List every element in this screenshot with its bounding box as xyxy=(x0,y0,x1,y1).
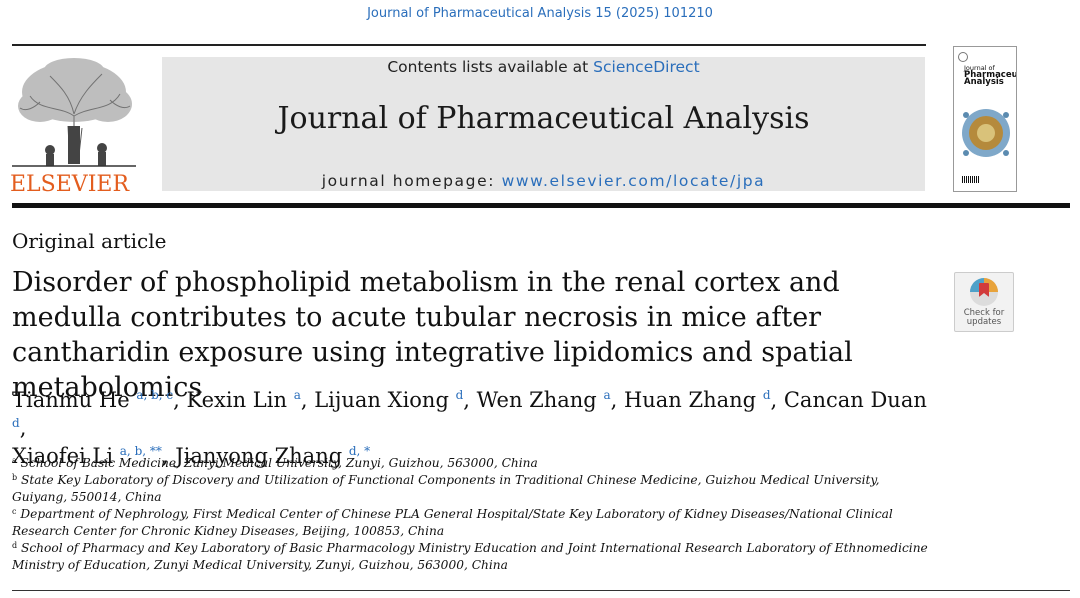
running-head[interactable]: Journal of Pharmaceutical Analysis 15 (2… xyxy=(367,6,713,21)
author-affil-sup[interactable]: a, b, ** xyxy=(119,444,162,458)
check-for-updates-button[interactable]: Check for updates xyxy=(954,272,1014,332)
cover-title: Journal of Pharmaceutical Analysis xyxy=(964,64,1016,87)
author[interactable]: Tianmu He a, b, c xyxy=(12,388,173,412)
author[interactable]: Jianyong Zhang d, * xyxy=(175,444,370,468)
article-type: Original article xyxy=(12,229,167,253)
header-rule xyxy=(12,44,926,46)
journal-cover[interactable]: Journal of Pharmaceutical Analysis xyxy=(953,46,1017,192)
author-name: Wen Zhang xyxy=(476,388,597,412)
elsevier-tree-logo[interactable] xyxy=(10,56,138,196)
cover-line-1: Journal of xyxy=(964,64,995,72)
check-updates-icon xyxy=(970,278,998,306)
elsevier-logo-text: ELSEVIER xyxy=(10,172,130,197)
author-list: Tianmu He a, b, c, Kexin Lin a, Lijuan X… xyxy=(12,388,927,468)
author-affil-sup[interactable]: d xyxy=(12,416,20,430)
affiliation-text: School of Basic Medicine, Zunyi Medical … xyxy=(20,456,538,470)
affiliation-text: Department of Nephrology, First Medical … xyxy=(12,507,893,538)
author[interactable]: Xiaofei Li a, b, ** xyxy=(12,444,162,468)
author-affil-sup[interactable]: a xyxy=(603,388,611,402)
cover-badge-icon xyxy=(958,52,968,62)
affiliation-key: b xyxy=(12,473,18,482)
affiliation-key: d xyxy=(12,541,18,550)
affiliation-text: State Key Laboratory of Discovery and Ut… xyxy=(12,473,880,504)
homepage-prefix: journal homepage: xyxy=(321,172,502,190)
cover-line-3: Analysis xyxy=(964,77,1004,87)
affiliation-key: a xyxy=(12,456,17,465)
homepage-link[interactable]: www.elsevier.com/locate/jpa xyxy=(501,172,766,190)
affiliation: c Department of Nephrology, First Medica… xyxy=(12,506,932,540)
author[interactable]: Kexin Lin a xyxy=(187,388,301,412)
author-name: Tianmu He xyxy=(12,388,130,412)
homepage-line: journal homepage: www.elsevier.com/locat… xyxy=(162,172,925,190)
journal-title: Journal of Pharmaceutical Analysis xyxy=(277,101,810,136)
contents-prefix: Contents lists available at xyxy=(387,58,594,76)
affiliation: a School of Basic Medicine, Zunyi Medica… xyxy=(12,455,932,472)
affiliation-list: a School of Basic Medicine, Zunyi Medica… xyxy=(12,455,932,574)
author[interactable]: Cancan Duan d xyxy=(12,388,927,440)
affiliation-text: School of Pharmacy and Key Laboratory of… xyxy=(12,541,928,572)
journal-banner xyxy=(162,57,925,191)
author-name: Xiaofei Li xyxy=(12,444,114,468)
check-updates-label: Check for updates xyxy=(955,309,1013,327)
tree-icon xyxy=(12,58,136,167)
author-name: Huan Zhang xyxy=(623,388,757,412)
author-name: Jianyong Zhang xyxy=(175,444,343,468)
cover-barcode-icon xyxy=(962,176,980,183)
check-updates-line-2: updates xyxy=(966,317,1002,327)
author-name: Cancan Duan xyxy=(783,388,927,412)
cover-artwork-icon xyxy=(962,109,1010,157)
author-affil-sup[interactable]: a xyxy=(293,388,301,402)
contents-line: Contents lists available at ScienceDirec… xyxy=(162,58,925,76)
header-thick-rule xyxy=(12,203,1070,208)
sciencedirect-link[interactable]: ScienceDirect xyxy=(593,58,700,76)
author-name: Lijuan Xiong xyxy=(314,388,449,412)
cover-line-2: Pharmaceutical xyxy=(964,70,1016,80)
author[interactable]: Lijuan Xiong d xyxy=(314,388,463,412)
affiliation: d School of Pharmacy and Key Laboratory … xyxy=(12,540,932,574)
author-affil-sup[interactable]: d xyxy=(762,388,771,402)
affiliation-key: c xyxy=(12,507,17,516)
author-affil-sup[interactable]: d xyxy=(455,388,464,402)
footer-rule xyxy=(12,590,1070,591)
author[interactable]: Huan Zhang d xyxy=(624,388,771,412)
affiliation: b State Key Laboratory of Discovery and … xyxy=(12,472,932,506)
author[interactable]: Wen Zhang a xyxy=(477,388,611,412)
article-title: Disorder of phospholipid metabolism in t… xyxy=(12,267,853,403)
author-affil-sup[interactable]: d, * xyxy=(348,444,371,458)
author-name: Kexin Lin xyxy=(186,388,288,412)
check-updates-line-1: Check for xyxy=(963,308,1005,318)
author-affil-sup[interactable]: a, b, c xyxy=(136,388,174,402)
